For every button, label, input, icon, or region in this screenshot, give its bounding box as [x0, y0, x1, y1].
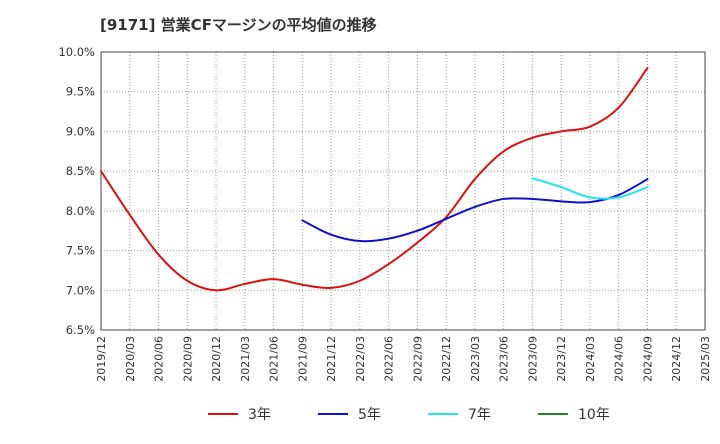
y-tick-label: 7.0% [66, 283, 95, 297]
x-tick-label: 2023/12 [555, 336, 568, 382]
x-tick-label: 2024/03 [584, 336, 597, 382]
chart-title: [9171] 営業CFマージンの平均値の推移 [100, 16, 377, 34]
series-line-3 [531, 177, 649, 200]
x-tick-label: 2020/09 [181, 336, 194, 382]
x-tick-label: 2021/03 [239, 336, 252, 382]
legend-item: 10年 [538, 407, 610, 423]
legend: 3年 5年 7年 10年 [208, 407, 610, 423]
x-tick-label: 2025/03 [699, 336, 712, 382]
y-tick-label: 9.0% [66, 124, 95, 138]
x-tick-label: 2022/12 [440, 336, 453, 382]
y-tick-label: 8.5% [66, 164, 95, 178]
x-tick-label: 2022/09 [411, 336, 424, 382]
x-tick-label: 2024/09 [641, 336, 654, 382]
y-tick-label: 9.5% [66, 85, 95, 99]
x-tick-label: 2020/12 [210, 336, 223, 382]
y-tick-label: 7.5% [66, 244, 95, 258]
legend-label: 5年 [358, 407, 381, 423]
plot-background [101, 52, 705, 330]
legend-item: 3年 [208, 407, 271, 423]
legend-item: 5年 [318, 407, 381, 423]
x-tick-label: 2019/12 [95, 336, 108, 382]
x-tick-label: 2023/09 [526, 336, 539, 382]
y-axis: 10.0% 9.5% 9.0% 8.5% 8.0% 7.5% 7.0% 6.5% [58, 45, 95, 337]
x-tick-label: 2024/12 [670, 336, 683, 382]
x-tick-label: 2020/03 [124, 336, 137, 382]
legend-item: 7年 [428, 407, 491, 423]
legend-label: 3年 [248, 407, 271, 423]
plot-frame [100, 51, 706, 331]
x-tick-label: 2024/06 [613, 336, 626, 382]
x-tick-label: 2020/06 [153, 336, 166, 382]
x-axis: 2019/12 2020/03 2020/06 2020/09 2020/12 2021/… [95, 336, 712, 382]
x-tick-label: 2021/06 [268, 336, 281, 382]
legend-label: 7年 [468, 407, 491, 423]
series-line-2 [301, 178, 649, 243]
y-tick-label: 6.5% [66, 323, 95, 337]
series-line-1 [100, 66, 649, 292]
x-tick-label: 2022/06 [383, 336, 396, 382]
plot-area [100, 51, 706, 331]
x-tick-label: 2023/06 [498, 336, 511, 382]
x-tick-label: 2023/03 [469, 336, 482, 382]
x-tick-label: 2022/03 [354, 336, 367, 382]
legend-label: 10年 [578, 407, 610, 423]
series-layer [100, 66, 649, 292]
x-tick-label: 2021/12 [325, 336, 338, 382]
y-tick-label: 8.0% [66, 204, 95, 218]
y-tick-label: 10.0% [58, 45, 95, 59]
x-tick-label: 2021/09 [296, 336, 309, 382]
